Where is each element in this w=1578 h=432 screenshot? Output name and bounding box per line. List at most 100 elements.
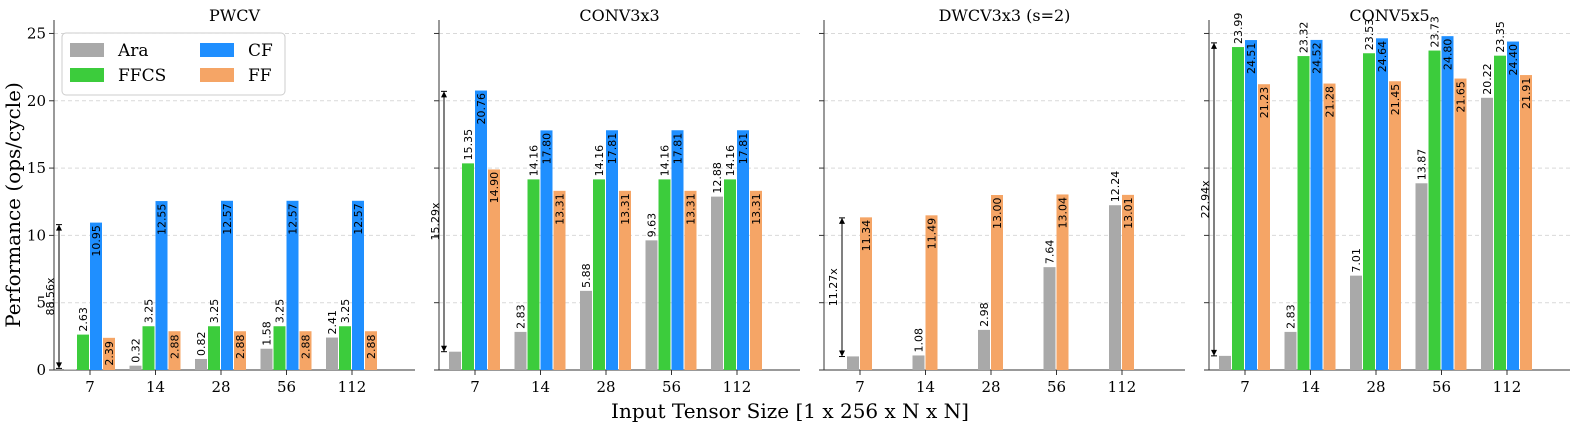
x-tick-label: 56 bbox=[277, 378, 296, 396]
x-tick-label: 14 bbox=[916, 378, 935, 396]
data-label: 2.41 bbox=[326, 310, 339, 335]
bar-cf bbox=[606, 130, 618, 370]
panel-title: PWCV bbox=[209, 6, 260, 25]
x-tick-label: 14 bbox=[146, 378, 165, 396]
bar-ara bbox=[515, 332, 527, 370]
x-tick-label: 112 bbox=[1493, 378, 1522, 396]
data-label: 23.99 bbox=[1232, 13, 1245, 45]
x-tick-label: 112 bbox=[1108, 378, 1137, 396]
bar-ara bbox=[711, 197, 723, 370]
data-label: 21.23 bbox=[1258, 87, 1271, 119]
bar-ara bbox=[1219, 356, 1231, 370]
bar-ara bbox=[130, 366, 142, 370]
bar-ara bbox=[1350, 276, 1362, 370]
data-label: 14.16 bbox=[528, 145, 541, 177]
data-label: 11.49 bbox=[926, 218, 939, 250]
data-label: 14.16 bbox=[724, 145, 737, 177]
data-label: 24.52 bbox=[1311, 42, 1324, 74]
bar-ara bbox=[449, 352, 461, 370]
data-label: 7.64 bbox=[1044, 240, 1057, 265]
data-label: 13.04 bbox=[1057, 197, 1070, 229]
data-label: 20.76 bbox=[475, 93, 488, 125]
bar-ff bbox=[1389, 81, 1401, 370]
legend-swatch-ff bbox=[200, 68, 234, 82]
data-label: 24.80 bbox=[1442, 39, 1455, 71]
data-label: 24.51 bbox=[1245, 43, 1258, 75]
legend-swatch-ffcs bbox=[70, 68, 104, 82]
data-label: 17.81 bbox=[606, 133, 619, 165]
bar-cf bbox=[672, 130, 684, 370]
data-label: 11.34 bbox=[860, 220, 873, 252]
x-tick-label: 56 bbox=[1047, 378, 1066, 396]
data-label: 23.32 bbox=[1298, 22, 1311, 54]
y-tick-label: 15 bbox=[27, 159, 46, 177]
bar-ffcs bbox=[659, 179, 671, 370]
data-label: 21.45 bbox=[1389, 84, 1402, 116]
bar-cf bbox=[475, 91, 487, 370]
panel-title: DWCV3x3 (s=2) bbox=[939, 6, 1071, 25]
bar-ffcs bbox=[1363, 53, 1375, 370]
x-tick-label: 28 bbox=[596, 378, 615, 396]
x-axis-title: Input Tensor Size [1 x 256 x N x N] bbox=[611, 399, 969, 423]
data-label: 13.31 bbox=[554, 193, 567, 225]
data-label: 12.57 bbox=[221, 203, 234, 235]
bar-ffcs bbox=[77, 335, 89, 370]
data-label: 17.81 bbox=[672, 133, 685, 165]
bar-ffcs bbox=[1494, 56, 1506, 370]
speedup-annotation: 88.56x bbox=[44, 225, 62, 369]
bar-ara bbox=[1109, 205, 1121, 370]
legend-swatch-ara bbox=[70, 43, 104, 57]
bar-cf bbox=[1442, 36, 1454, 370]
data-label: 3.25 bbox=[143, 299, 156, 324]
data-label: 2.83 bbox=[1285, 304, 1298, 329]
bar-cf bbox=[541, 130, 553, 370]
bar-ffcs bbox=[593, 179, 605, 370]
y-tick-label: 20 bbox=[27, 92, 46, 110]
panel-title: CONV3x3 bbox=[579, 6, 659, 25]
y-tick-label: 25 bbox=[27, 24, 46, 42]
data-label: 3.25 bbox=[339, 299, 352, 324]
data-label: 12.88 bbox=[711, 162, 724, 194]
legend-label: FFCS bbox=[118, 66, 166, 86]
data-label: 5.88 bbox=[580, 263, 593, 288]
bar-ffcs bbox=[528, 179, 540, 370]
data-label: 1.08 bbox=[913, 328, 926, 353]
bar-ff bbox=[1324, 84, 1336, 370]
speedup-label: 88.56x bbox=[44, 277, 57, 315]
data-label: 13.01 bbox=[1122, 197, 1135, 229]
x-tick-label: 112 bbox=[723, 378, 752, 396]
x-tick-label: 7 bbox=[1240, 378, 1250, 396]
data-label: 17.81 bbox=[737, 133, 750, 165]
data-label: 12.55 bbox=[156, 204, 169, 236]
y-tick-label: 10 bbox=[27, 226, 46, 244]
bar-ffcs bbox=[462, 163, 474, 370]
bar-ffcs bbox=[339, 326, 351, 370]
legend-label: FF bbox=[248, 66, 272, 86]
data-label: 24.40 bbox=[1507, 44, 1520, 76]
bar-ara bbox=[978, 330, 990, 370]
bar-ara bbox=[1285, 332, 1297, 370]
data-label: 15.35 bbox=[462, 129, 475, 161]
speedup-annotation: 11.27x bbox=[827, 218, 845, 357]
speedup-label: 15.29x bbox=[429, 202, 442, 240]
x-tick-label: 7 bbox=[85, 378, 95, 396]
speedup-annotation: 15.29x bbox=[429, 91, 447, 351]
speedup-annotation: 22.94x bbox=[1199, 43, 1217, 356]
speedup-label: 22.94x bbox=[1199, 180, 1212, 218]
speedup-arrow-head-bottom bbox=[839, 351, 845, 357]
data-label: 14.16 bbox=[659, 145, 672, 177]
bar-cf bbox=[737, 130, 749, 370]
data-label: 3.25 bbox=[208, 299, 221, 324]
bar-ara bbox=[326, 338, 338, 370]
data-label: 2.88 bbox=[234, 335, 247, 360]
data-label: 24.64 bbox=[1376, 41, 1389, 73]
bar-ffcs bbox=[143, 326, 155, 370]
bar-cf bbox=[1311, 40, 1323, 370]
data-label: 21.91 bbox=[1520, 78, 1533, 110]
bar-ffcs bbox=[724, 179, 736, 370]
data-label: 9.63 bbox=[646, 213, 659, 238]
x-tick-label: 28 bbox=[211, 378, 230, 396]
